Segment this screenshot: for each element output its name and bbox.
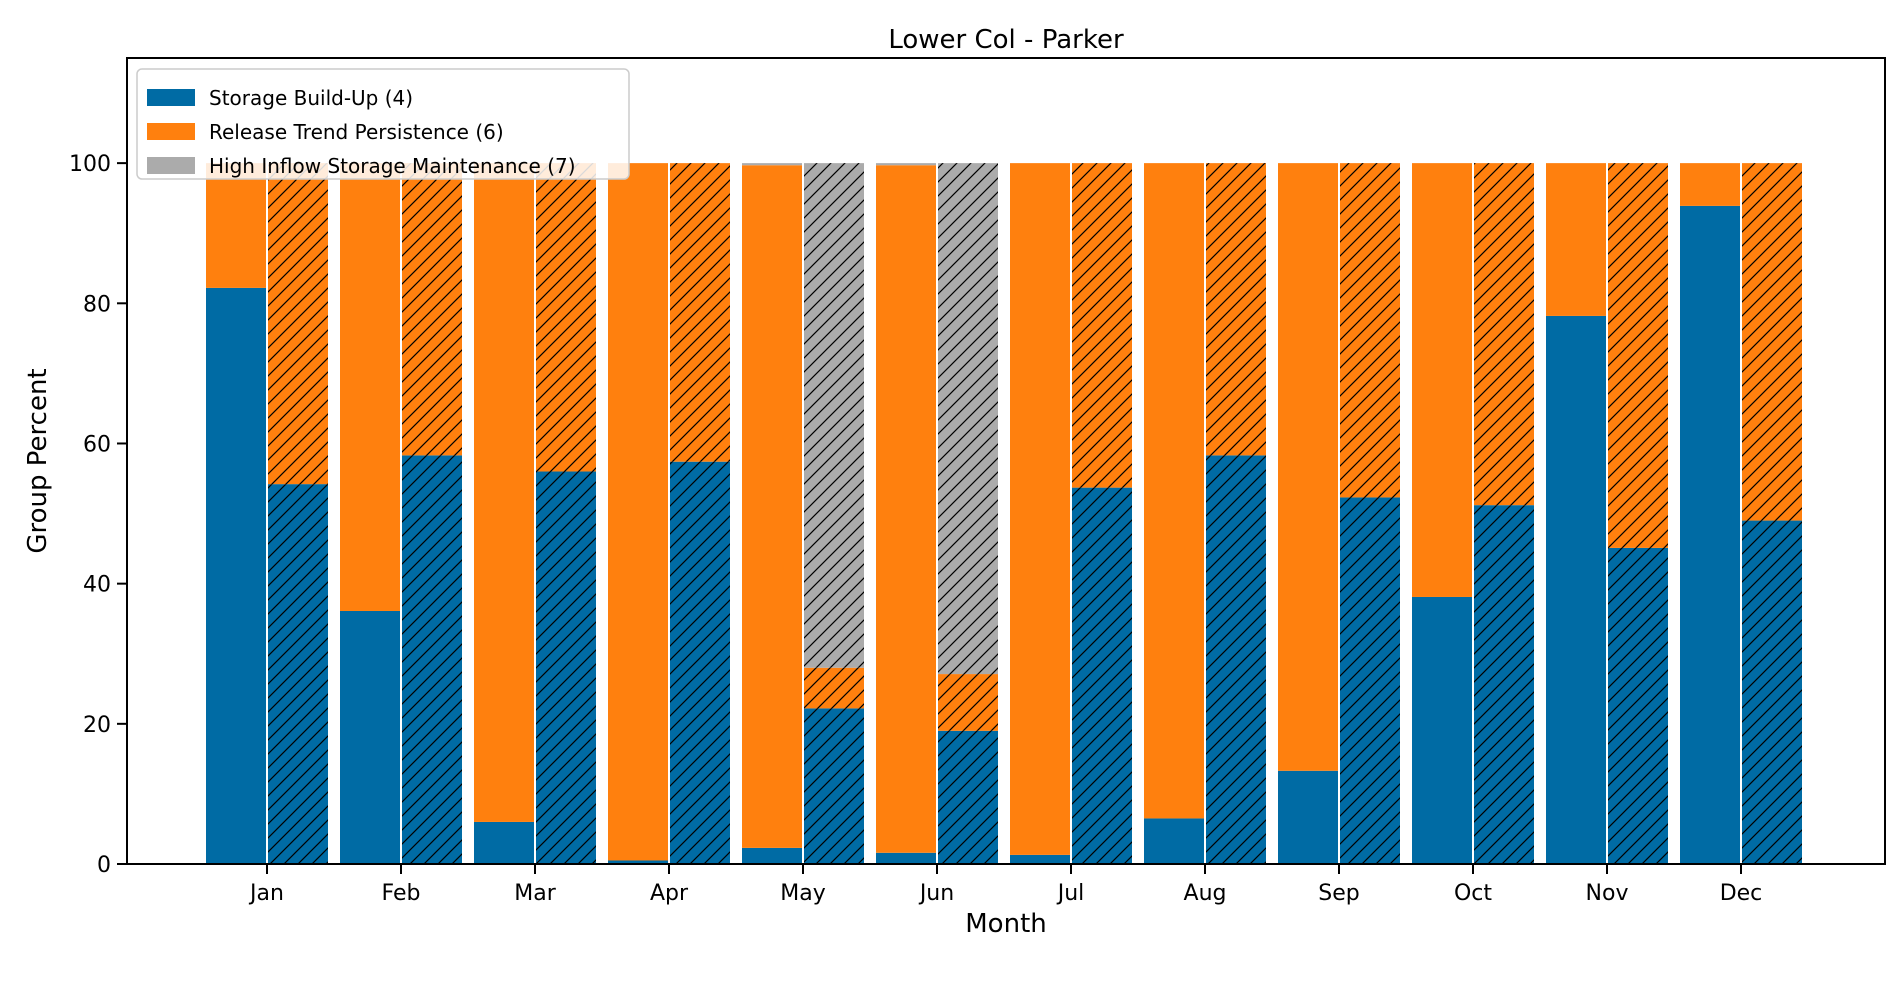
y-axis-label: Group Percent bbox=[23, 368, 53, 553]
bar-hatch-may-series-1 bbox=[804, 667, 864, 709]
bar-hatch-apr-series-1 bbox=[670, 163, 730, 462]
bar-hatch-oct-series-1 bbox=[1474, 163, 1534, 506]
bar-jun-left-series-0 bbox=[876, 852, 936, 864]
bar-hatch-oct-series-0 bbox=[1474, 505, 1534, 864]
x-tick-label-jun: Jun bbox=[918, 881, 954, 906]
y-tick-label-100: 100 bbox=[69, 152, 111, 177]
x-tick-label-feb: Feb bbox=[382, 881, 421, 906]
legend-label-0: Storage Build-Up (4) bbox=[209, 86, 413, 110]
chart-title: Lower Col - Parker bbox=[888, 25, 1124, 55]
legend-swatch-1 bbox=[147, 123, 195, 140]
bar-hatch-feb-series-0 bbox=[402, 455, 462, 864]
legend-label-2: High Inflow Storage Maintenance (7) bbox=[209, 154, 576, 178]
x-tick-label-oct: Oct bbox=[1454, 881, 1492, 906]
bar-hatch-jun-series-2 bbox=[938, 163, 998, 675]
bar-jun-left-series-2 bbox=[876, 163, 936, 166]
bar-hatch-jan-series-0 bbox=[268, 484, 328, 864]
bar-hatch-jul-series-0 bbox=[1072, 487, 1132, 864]
bar-aug-left-series-0 bbox=[1144, 818, 1204, 864]
bar-oct-left-series-0 bbox=[1412, 596, 1472, 864]
bar-dec-left-series-0 bbox=[1680, 205, 1740, 864]
legend-label-1: Release Trend Persistence (6) bbox=[209, 120, 504, 144]
bar-oct-left-series-1 bbox=[1412, 163, 1472, 597]
bar-hatch-dec-series-0 bbox=[1742, 520, 1802, 864]
bar-hatch-may-series-0 bbox=[804, 708, 864, 864]
x-tick-label-sep: Sep bbox=[1318, 881, 1359, 906]
plot-frame bbox=[126, 57, 1886, 865]
x-tick-label-may: May bbox=[780, 881, 825, 906]
bar-feb-left-series-0 bbox=[340, 610, 400, 864]
bar-may-left-series-0 bbox=[742, 847, 802, 864]
bar-hatch-sep-series-1 bbox=[1340, 163, 1400, 498]
bar-hatch-dec-series-1 bbox=[1742, 163, 1802, 521]
x-tick-label-mar: Mar bbox=[514, 881, 556, 906]
bar-nov-left-series-0 bbox=[1546, 315, 1606, 864]
bar-dec-left-series-1 bbox=[1680, 163, 1740, 206]
y-tick-label-80: 80 bbox=[83, 292, 111, 317]
x-tick-label-aug: Aug bbox=[1184, 881, 1227, 906]
bar-aug-left-series-1 bbox=[1144, 163, 1204, 819]
x-axis-label: Month bbox=[965, 909, 1047, 939]
bar-jul-left-series-0 bbox=[1010, 854, 1070, 864]
x-tick-label-nov: Nov bbox=[1586, 881, 1629, 906]
bar-apr-left-series-0 bbox=[608, 860, 668, 864]
x-tick-label-dec: Dec bbox=[1720, 881, 1763, 906]
bar-sep-left-series-0 bbox=[1278, 770, 1338, 864]
bar-feb-left-series-1 bbox=[340, 163, 400, 611]
legend: Storage Build-Up (4) Release Trend Persis… bbox=[136, 68, 630, 180]
bar-jan-left-series-0 bbox=[206, 287, 266, 864]
bars-layer bbox=[206, 163, 1802, 864]
bar-hatch-sep-series-0 bbox=[1340, 497, 1400, 864]
x-tick-label-apr: Apr bbox=[650, 881, 689, 906]
bar-hatch-jun-series-0 bbox=[938, 730, 998, 864]
y-tick-label-20: 20 bbox=[83, 713, 111, 738]
x-tick-label-jul: Jul bbox=[1056, 881, 1085, 906]
bar-hatch-aug-series-0 bbox=[1206, 455, 1266, 864]
bar-jul-left-series-1 bbox=[1010, 163, 1070, 855]
legend-box bbox=[136, 68, 630, 180]
bar-jun-left-series-1 bbox=[876, 165, 936, 853]
bar-sep-left-series-1 bbox=[1278, 163, 1338, 771]
bar-hatch-mar-series-0 bbox=[536, 471, 596, 864]
x-tick-label-jan: Jan bbox=[248, 881, 284, 906]
bar-hatch-aug-series-1 bbox=[1206, 163, 1266, 456]
bar-hatch-jan-series-1 bbox=[268, 163, 328, 485]
bar-hatch-mar-series-1 bbox=[536, 163, 596, 472]
bar-hatch-jun-series-1 bbox=[938, 674, 998, 731]
y-tick-label-0: 0 bbox=[97, 853, 111, 878]
bar-hatch-nov-series-0 bbox=[1608, 547, 1668, 864]
y-axis: 0 20 40 60 80 100 bbox=[69, 152, 127, 878]
legend-swatch-2 bbox=[147, 157, 195, 174]
bar-may-left-series-1 bbox=[742, 165, 802, 848]
bar-hatch-nov-series-1 bbox=[1608, 163, 1668, 548]
bar-mar-left-series-1 bbox=[474, 163, 534, 822]
y-tick-label-60: 60 bbox=[83, 432, 111, 457]
bar-mar-left-series-0 bbox=[474, 821, 534, 864]
bar-hatch-jul-series-1 bbox=[1072, 163, 1132, 488]
bar-hatch-feb-series-1 bbox=[402, 163, 462, 456]
bar-hatch-may-series-2 bbox=[804, 163, 864, 668]
bar-apr-left-series-1 bbox=[608, 163, 668, 861]
x-axis: Jan Feb Mar Apr May Jun Jul Aug Sep Oct Nov Dec bbox=[248, 864, 1762, 906]
legend-swatch-0 bbox=[147, 89, 195, 106]
bar-hatch-apr-series-0 bbox=[670, 461, 730, 864]
bar-nov-left-series-1 bbox=[1546, 163, 1606, 316]
bar-jan-left-series-1 bbox=[206, 163, 266, 288]
bar-may-left-series-2 bbox=[742, 163, 802, 166]
y-tick-label-40: 40 bbox=[83, 573, 111, 598]
